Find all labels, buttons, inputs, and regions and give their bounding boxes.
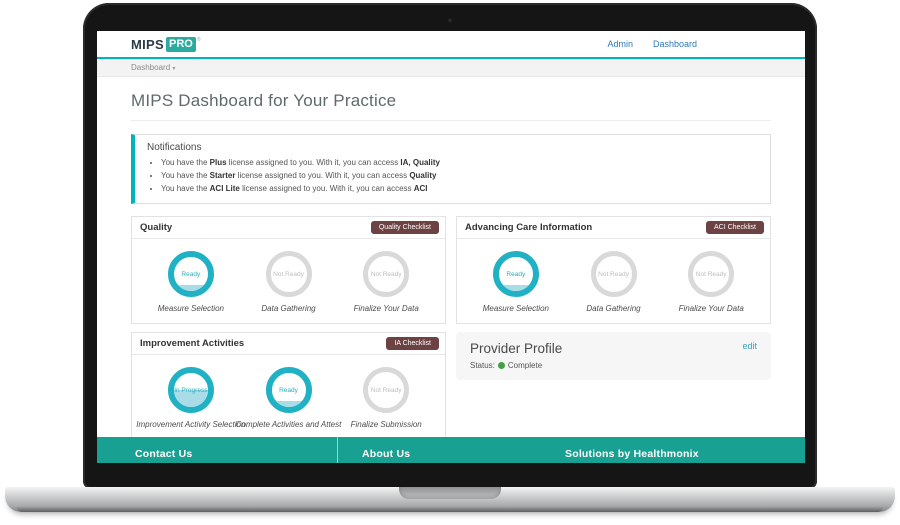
card-ia: Improvement Activities IA Checklist In Pro… [131,332,446,441]
step-status-text: Not Ready [273,270,304,278]
status-value: Complete [507,361,543,371]
provider-profile-card: Provider Profile edit Status: Complete [456,332,771,381]
trademark-symbol: ® [196,36,201,43]
status-label: Status: [470,361,495,371]
step-label: Data Gathering [586,304,641,314]
page-title: MIPS Dashboard for Your Practice [131,91,771,121]
progress-step: Ready Measure Selection [142,251,240,313]
app-header: MIPS PRO ® Admin Dashboard [97,31,805,59]
aci-steps: Ready Measure Selection Not Ready Data Gath… [457,239,770,323]
provider-profile-edit-link[interactable]: edit [742,341,757,352]
notification-item: You have the Plus license assigned to yo… [161,157,758,170]
site-footer: Contact Us About Us Solutions by Healthm… [97,437,805,463]
step-status-text: Not Ready [370,386,402,394]
step-status-text: Ready [279,386,298,394]
notifications-list: You have the Plus license assigned to yo… [161,157,758,195]
browser-viewport: MIPS PRO ® Admin Dashboard Dashboard ▾ M… [97,31,805,463]
notifications-title: Notifications [147,142,202,153]
step-progress-fill [498,285,533,292]
progress-step: Ready Measure Selection [467,251,565,313]
notification-item: You have the Starter license assigned to… [161,170,758,183]
step-label: Measure Selection [157,304,224,314]
mipspro-logo[interactable]: MIPS PRO ® [131,36,201,52]
progress-step: Not Ready Data Gathering [240,251,338,313]
step-progress-fill [173,285,208,292]
laptop-base [5,487,895,512]
step-label: Data Gathering [261,304,316,314]
step-label: Finalize Your Data [678,304,744,314]
breadcrumb-bar: Dashboard ▾ [97,59,805,77]
ia-card-title: Improvement Activities [140,338,245,350]
step-status-text: Not Ready [370,270,402,278]
progress-step: In Progress Improvement Activity Selectio… [136,367,245,429]
step-status-text: In Progress [174,386,208,394]
step-label: Complete Activities and Attest [235,420,342,430]
step-circle-not-ready[interactable]: Not Ready [363,367,410,414]
step-label: Finalize Your Data [353,304,419,314]
step-circle-not-ready[interactable]: Not Ready [265,251,312,298]
card-aci: Advancing Care Information ACI Checklist R… [456,216,771,325]
step-circle-ready[interactable]: Ready [492,251,539,298]
step-label: Finalize Submission [350,420,422,430]
step-status-text: Not Ready [695,270,727,278]
aci-checklist-button[interactable]: ACI Checklist [705,221,764,235]
breadcrumb-dashboard-dropdown[interactable]: Dashboard ▾ [131,63,175,72]
quality-card-header: Quality Quality Checklist [132,217,445,240]
chevron-down-icon: ▾ [172,66,176,72]
aci-card-header: Advancing Care Information ACI Checklist [457,217,770,240]
footer-solutions-heading[interactable]: Solutions by Healthmonix [565,448,699,460]
progress-step: Not Ready Finalize Your Data [337,251,435,313]
footer-contact-us-heading[interactable]: Contact Us [97,437,338,463]
nav-admin-link[interactable]: Admin [607,39,633,49]
webcam-icon [447,18,453,23]
nav-dashboard-link[interactable]: Dashboard [652,39,697,49]
notification-item: You have the ACI Lite license assigned t… [161,183,758,196]
ia-card-header: Improvement Activities IA Checklist [132,333,445,356]
quality-steps: Ready Measure Selection Not Ready Data Gath… [132,239,445,323]
ia-steps: In Progress Improvement Activity Selectio… [132,355,445,439]
dashboard-cards-grid: Quality Quality Checklist Ready Measure Sel… [131,216,771,441]
notifications-panel: Notifications You have the Plus license … [131,134,771,205]
step-status-text: Ready [506,270,526,278]
status-complete-icon [497,362,505,370]
progress-step: Ready Complete Activities and Attest [236,367,341,429]
progress-step: Not Ready Data Gathering [565,251,663,313]
step-circle-ready[interactable]: Ready [167,251,214,298]
step-progress-fill [173,390,208,408]
laptop-lid-notch [399,487,501,499]
progress-step: Not Ready Finalize Your Data [662,251,760,313]
provider-profile-status-row: Status: Complete [470,361,757,370]
logo-text-mips: MIPS [131,36,164,52]
step-label: Measure Selection [482,304,549,314]
progress-step: Not Ready Finalize Submission [337,367,435,429]
quality-checklist-button[interactable]: Quality Checklist [370,221,439,235]
quality-card-title: Quality [140,222,173,234]
step-circle-in-progress[interactable]: In Progress [167,367,214,414]
provider-profile-header: Provider Profile edit [470,341,757,356]
step-circle-ready[interactable]: Ready [265,367,312,414]
step-label: Improvement Activity Selection [136,420,246,430]
header-nav: Admin Dashboard [607,39,697,49]
provider-profile-title: Provider Profile [470,341,563,357]
step-circle-not-ready[interactable]: Not Ready [363,251,410,298]
step-status-text: Not Ready [598,270,629,278]
breadcrumb-label: Dashboard [131,63,171,72]
footer-about-us-heading[interactable]: About Us [362,448,411,460]
logo-badge-pro: PRO [165,36,196,52]
aci-card-title: Advancing Care Information [465,222,593,234]
card-quality: Quality Quality Checklist Ready Measure Sel… [131,216,446,325]
main-content: MIPS Dashboard for Your Practice Notific… [97,91,805,441]
step-status-text: Ready [181,270,201,278]
step-circle-not-ready[interactable]: Not Ready [590,251,637,298]
ia-checklist-button[interactable]: IA Checklist [386,337,439,351]
step-circle-not-ready[interactable]: Not Ready [688,251,735,298]
step-progress-fill [271,401,306,408]
